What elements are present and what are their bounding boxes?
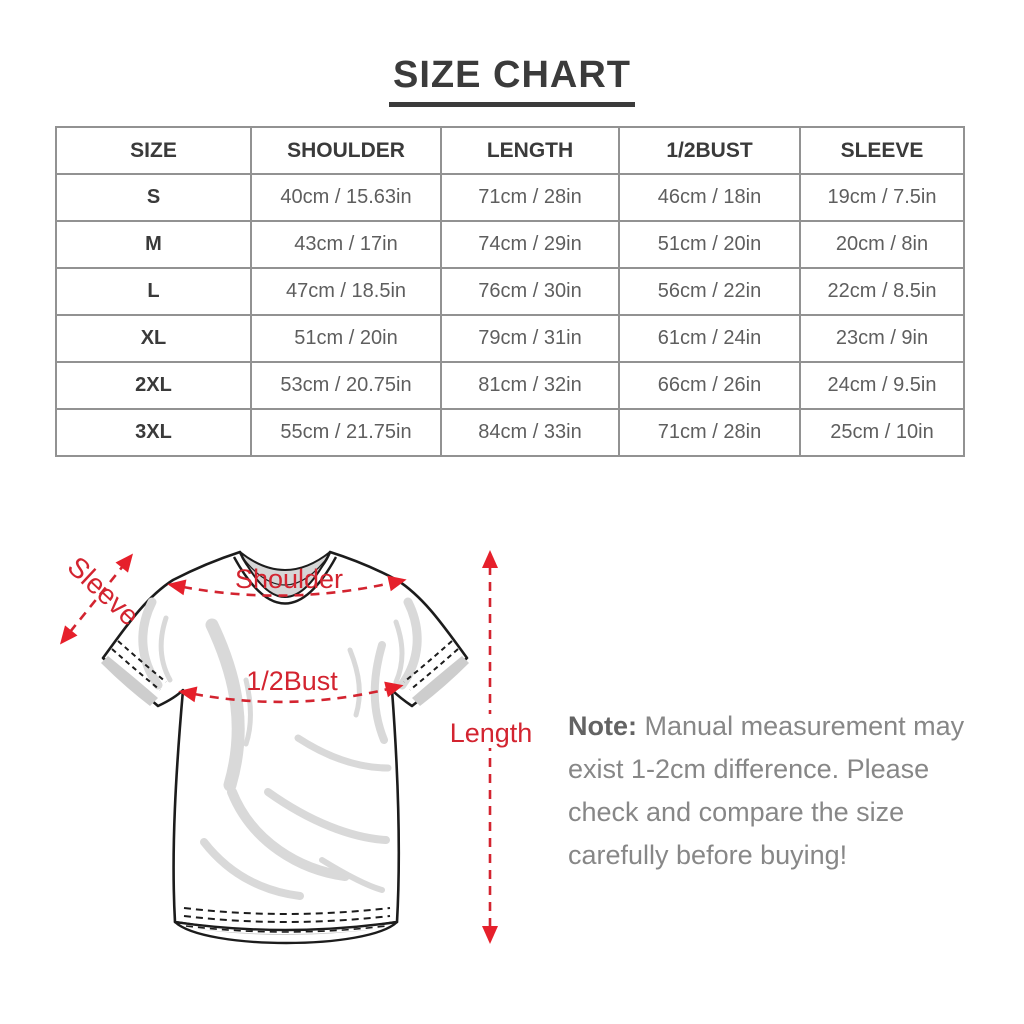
- table-cell: 55cm / 21.75in: [250, 408, 442, 457]
- tshirt-diagram: Sleeve Shoulder 1/2Bust Length: [59, 550, 533, 945]
- table-row: XL 51cm / 20in 79cm / 31in 61cm / 24in 2…: [55, 314, 965, 363]
- cuff-stitching: [111, 640, 459, 691]
- table-cell: 25cm / 10in: [799, 408, 965, 457]
- table-row: 3XL 55cm / 21.75in 84cm / 33in 71cm / 28…: [55, 408, 965, 457]
- table-cell: 19cm / 7.5in: [799, 173, 965, 222]
- bust-arrow: [178, 681, 404, 704]
- table-row: L 47cm / 18.5in 76cm / 30in 56cm / 22in …: [55, 267, 965, 316]
- right-cuff-shadow: [412, 656, 469, 706]
- col-header-bust: 1/2BUST: [618, 126, 801, 175]
- half-bust-label: 1/2Bust: [246, 666, 338, 696]
- hem-stitching: [183, 907, 391, 933]
- hem: [173, 907, 399, 945]
- table-cell: 71cm / 28in: [440, 173, 620, 222]
- size-label: M: [55, 220, 252, 269]
- col-header-length: LENGTH: [440, 126, 620, 175]
- note-body: Manual measurement may exist 1-2cm diffe…: [568, 711, 965, 870]
- note-label: Note:: [568, 711, 637, 741]
- size-label: 3XL: [55, 408, 252, 457]
- table-row: S 40cm / 15.63in 71cm / 28in 46cm / 18in…: [55, 173, 965, 222]
- table-cell: 40cm / 15.63in: [250, 173, 442, 222]
- table-header-row: SIZE SHOULDER LENGTH 1/2BUST SLEEVE: [55, 126, 965, 175]
- table-cell: 53cm / 20.75in: [250, 361, 442, 410]
- col-header-shoulder: SHOULDER: [250, 126, 442, 175]
- table-cell: 47cm / 18.5in: [250, 267, 442, 316]
- page-header: SIZE CHART: [0, 54, 1024, 107]
- table-cell: 22cm / 8.5in: [799, 267, 965, 316]
- table-row: 2XL 53cm / 20.75in 81cm / 32in 66cm / 26…: [55, 361, 965, 410]
- length-label-backdrop: [450, 714, 532, 748]
- sleeve-arrow: [59, 553, 134, 645]
- shoulder-arrow: [167, 575, 407, 597]
- size-table: SIZE SHOULDER LENGTH 1/2BUST SLEEVE S 40…: [55, 126, 965, 457]
- table-cell: 71cm / 28in: [618, 408, 801, 457]
- table-cell: 81cm / 32in: [440, 361, 620, 410]
- sleeve-label: Sleeve: [62, 551, 146, 632]
- table-cell: 46cm / 18in: [618, 173, 801, 222]
- col-header-size: SIZE: [55, 126, 252, 175]
- size-label: L: [55, 267, 252, 316]
- table-cell: 84cm / 33in: [440, 408, 620, 457]
- left-cuff-shadow: [101, 656, 158, 706]
- page-title: SIZE CHART: [389, 54, 635, 107]
- table-cell: 20cm / 8in: [799, 220, 965, 269]
- hem-fold-shading: [190, 928, 384, 935]
- table-cell: 56cm / 22in: [618, 267, 801, 316]
- table-cell: 43cm / 17in: [250, 220, 442, 269]
- table-cell: 66cm / 26in: [618, 361, 801, 410]
- size-label: 2XL: [55, 361, 252, 410]
- tshirt-illustration: [101, 550, 469, 945]
- note-text: Note: Manual measurement may exist 1-2cm…: [568, 705, 970, 877]
- table-cell: 51cm / 20in: [250, 314, 442, 363]
- table-cell: 74cm / 29in: [440, 220, 620, 269]
- size-label: XL: [55, 314, 252, 363]
- table-cell: 79cm / 31in: [440, 314, 620, 363]
- table-cell: 23cm / 9in: [799, 314, 965, 363]
- length-label: Length: [450, 718, 533, 748]
- table-cell: 61cm / 24in: [618, 314, 801, 363]
- table-cell: 76cm / 30in: [440, 267, 620, 316]
- size-label: S: [55, 173, 252, 222]
- table-cell: 51cm / 20in: [618, 220, 801, 269]
- table-cell: 24cm / 9.5in: [799, 361, 965, 410]
- shoulder-label: Shoulder: [235, 564, 343, 594]
- table-row: M 43cm / 17in 74cm / 29in 51cm / 20in 20…: [55, 220, 965, 269]
- col-header-sleeve: SLEEVE: [799, 126, 965, 175]
